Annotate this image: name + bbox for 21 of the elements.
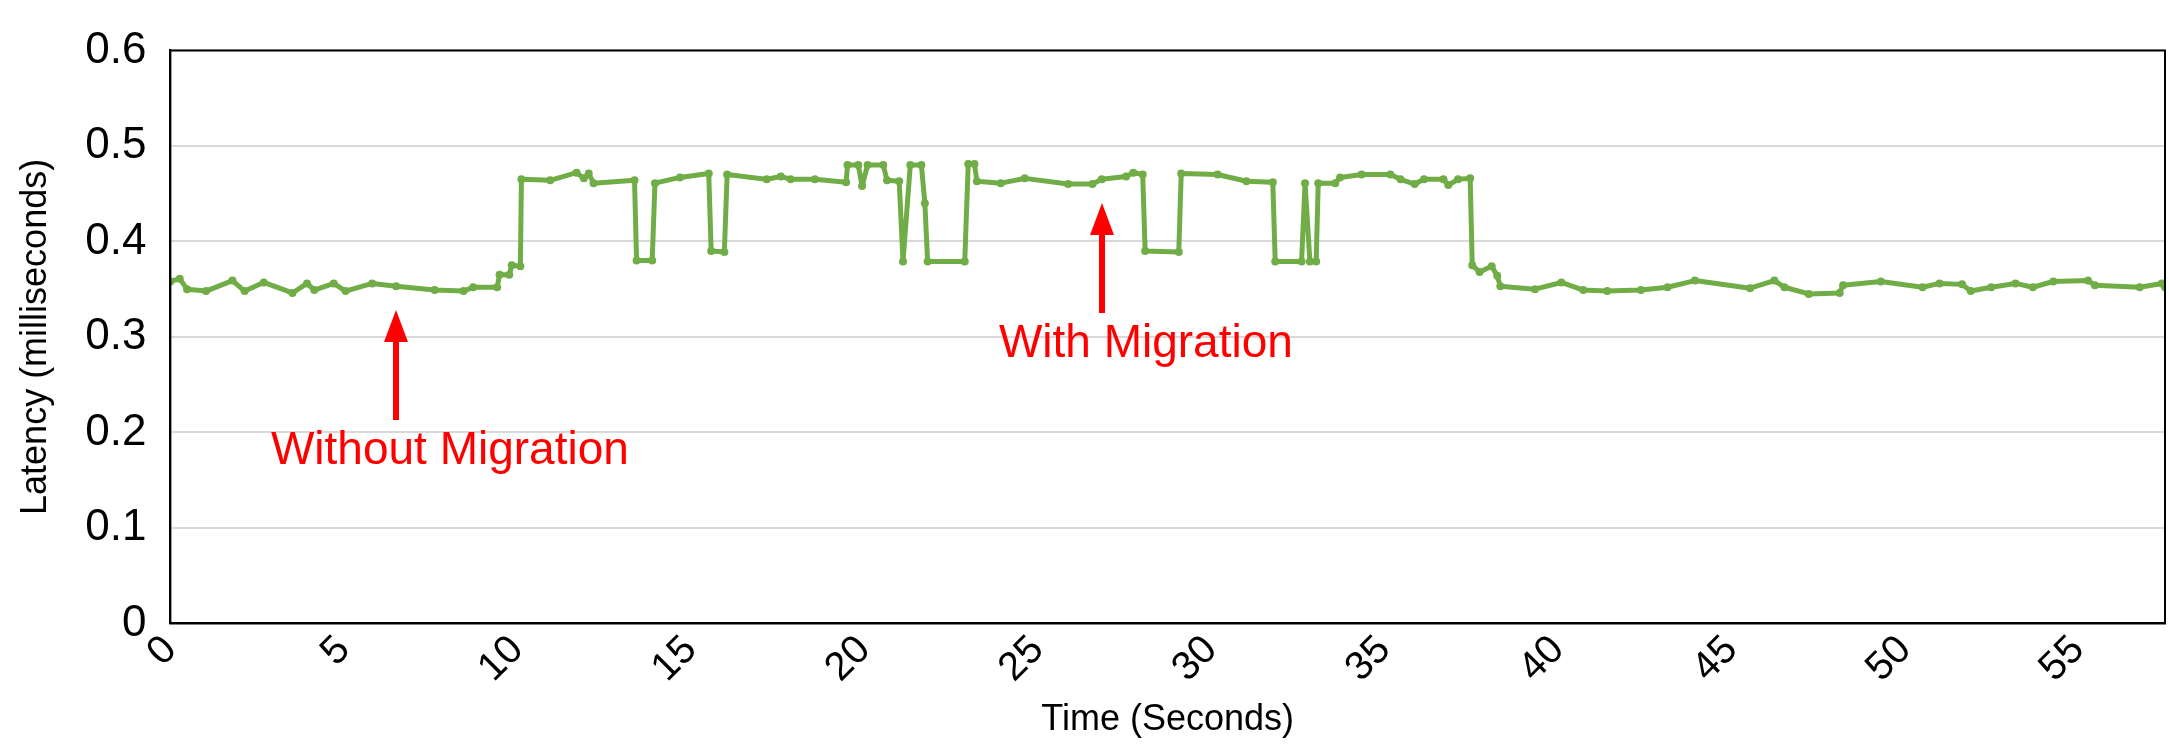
y-tick-label: 0.5 <box>85 118 147 168</box>
y-tick-label: 0.2 <box>85 404 147 454</box>
annotation: With Migration <box>998 315 1293 368</box>
y-axis-title: Latency (milliseconds) <box>12 158 54 515</box>
y-tick-label: 0.3 <box>85 309 147 359</box>
x-tick-label: 50 <box>1855 625 1919 689</box>
x-tick-label: 55 <box>2029 625 2092 689</box>
y-tick-label: 0.1 <box>85 500 147 550</box>
x-tick-label: 10 <box>468 625 531 689</box>
x-tick-label: 35 <box>1335 625 1398 689</box>
x-tick-label: 45 <box>1682 625 1745 689</box>
x-tick-label: 5 <box>310 625 358 673</box>
y-tick-label: 0.4 <box>85 213 147 263</box>
x-tick-label: 15 <box>641 625 705 689</box>
x-tick-label: 25 <box>988 625 1052 689</box>
x-axis-title: Time (Seconds) <box>1041 697 1295 739</box>
x-tick-label: 40 <box>1508 625 1572 689</box>
x-tick-label: 20 <box>815 625 878 689</box>
y-tick-label: 0.6 <box>85 22 147 72</box>
x-tick-label: 30 <box>1161 625 1225 689</box>
annotation: Without Migration <box>270 421 629 474</box>
